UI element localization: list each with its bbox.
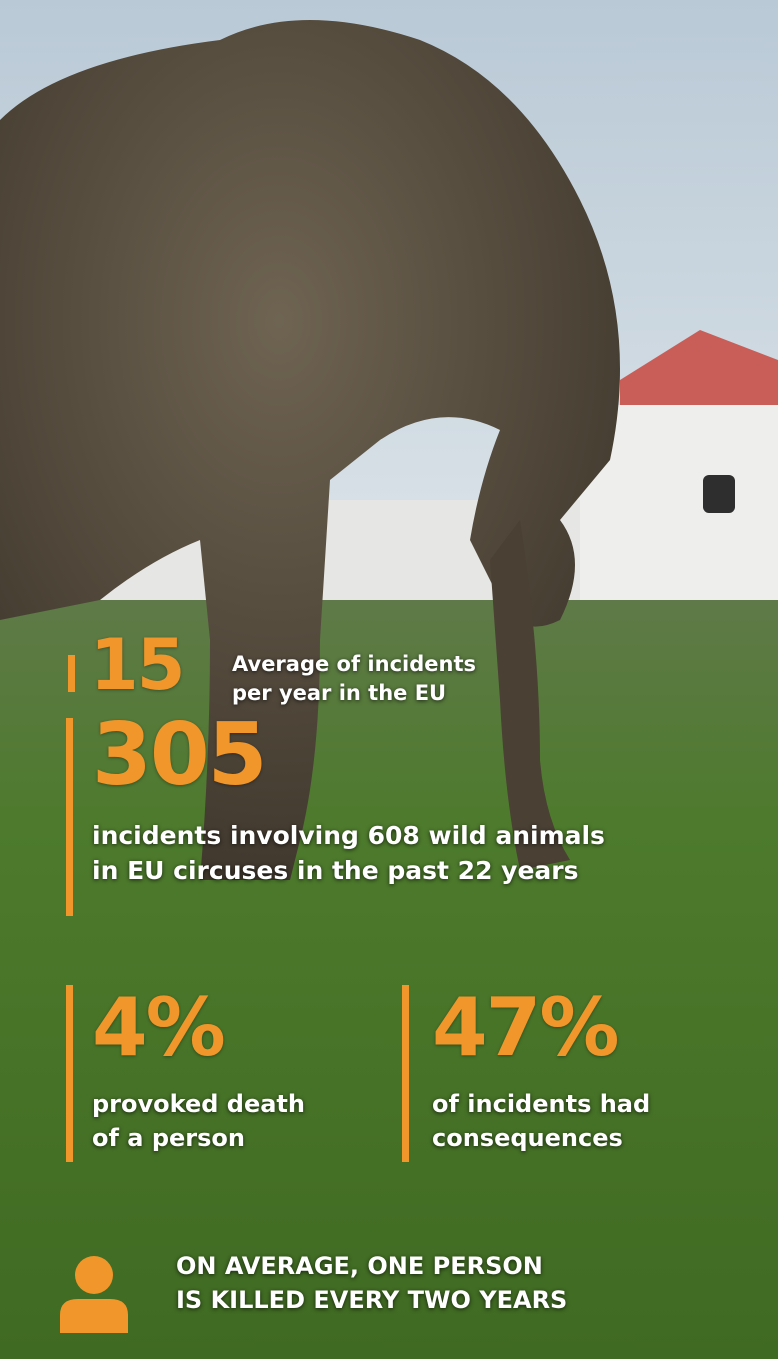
text-line: per year in the EU <box>232 679 476 708</box>
text-line: incidents involving 608 wild animals <box>92 818 605 853</box>
text-line: in EU circuses in the past 22 years <box>92 853 605 888</box>
accent-bar <box>68 655 75 692</box>
person-icon <box>58 1255 130 1333</box>
accent-bar <box>66 985 73 1162</box>
text-line: of a person <box>92 1122 305 1156</box>
stat-number: 47% <box>432 988 617 1068</box>
footer-text: ON AVERAGE, ONE PERSON IS KILLED EVERY T… <box>176 1250 567 1317</box>
stat-number: 15 <box>90 630 183 700</box>
stat-text: incidents involving 608 wild animals in … <box>92 818 605 888</box>
stat-number: 305 <box>92 712 266 798</box>
stat-number: 4% <box>92 988 224 1068</box>
text-line: ON AVERAGE, ONE PERSON <box>176 1250 567 1284</box>
accent-bar <box>66 718 73 916</box>
stat-text: provoked death of a person <box>92 1088 305 1155</box>
text-line: of incidents had <box>432 1088 650 1122</box>
text-line: IS KILLED EVERY TWO YEARS <box>176 1284 567 1318</box>
stat-text: Average of incidents per year in the EU <box>232 650 476 709</box>
stat-text: of incidents had consequences <box>432 1088 650 1155</box>
text-line: consequences <box>432 1122 650 1156</box>
text-line: Average of incidents <box>232 650 476 679</box>
page: {"stats": [ {"number": "15", "text_lines… <box>0 0 778 1359</box>
accent-bar <box>402 985 409 1162</box>
text-line: provoked death <box>92 1088 305 1122</box>
